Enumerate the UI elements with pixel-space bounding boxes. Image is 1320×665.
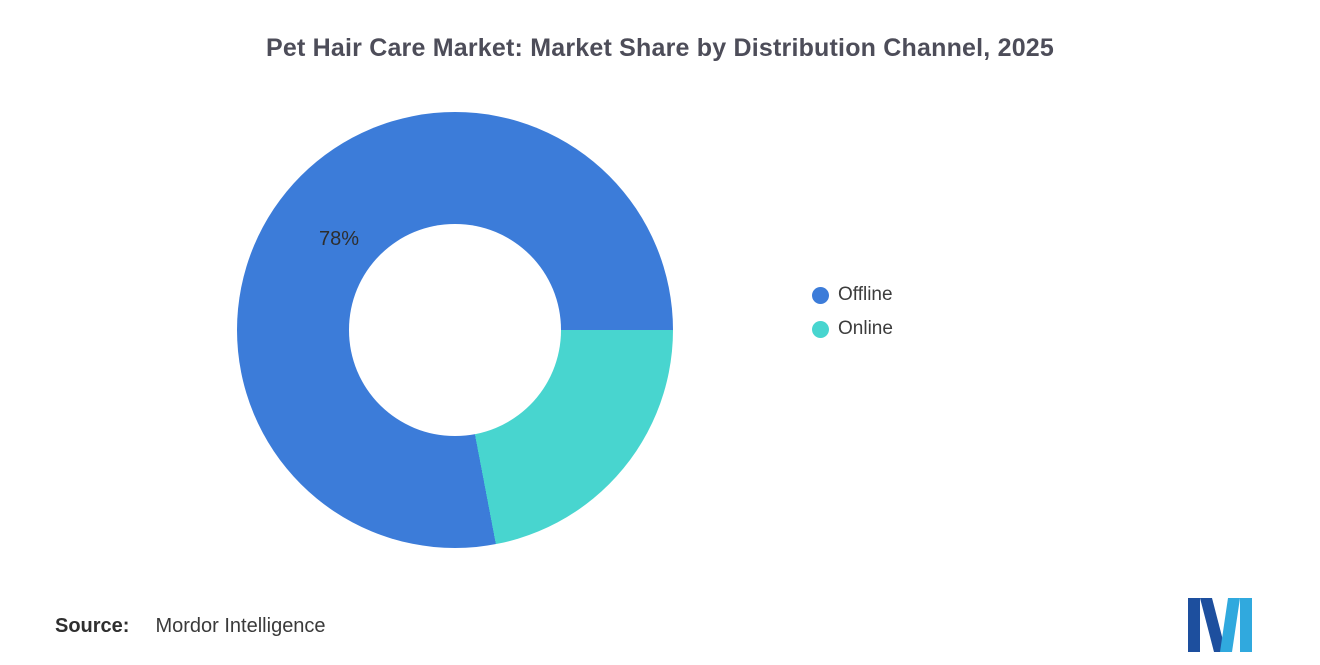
source-text: Mordor Intelligence	[155, 615, 326, 637]
slice-label-offline: 78%	[319, 228, 360, 250]
logo-stroke-left	[1188, 598, 1200, 652]
legend-item-offline: Offline	[812, 284, 893, 306]
logo-stroke-downdiag	[1200, 598, 1226, 652]
logo-stroke-right	[1240, 598, 1252, 652]
legend-swatch-online-icon	[812, 320, 829, 338]
legend-item-online: Online	[812, 318, 893, 340]
donut-chart: 78%	[237, 112, 673, 548]
logo-stroke-updiag	[1220, 598, 1240, 652]
legend-swatch-offline-icon	[812, 286, 829, 304]
chart-title: Pet Hair Care Market: Market Share by Di…	[265, 34, 1055, 62]
source-row: Source: Mordor Intelligence	[55, 615, 326, 638]
source-prefix: Source:	[55, 615, 130, 637]
legend-label-online: Online	[838, 318, 893, 339]
donut-hole	[349, 224, 561, 436]
legend: Offline Online	[812, 284, 893, 340]
legend-label-offline: Offline	[838, 284, 893, 305]
mordor-intelligence-logo	[1188, 598, 1252, 652]
